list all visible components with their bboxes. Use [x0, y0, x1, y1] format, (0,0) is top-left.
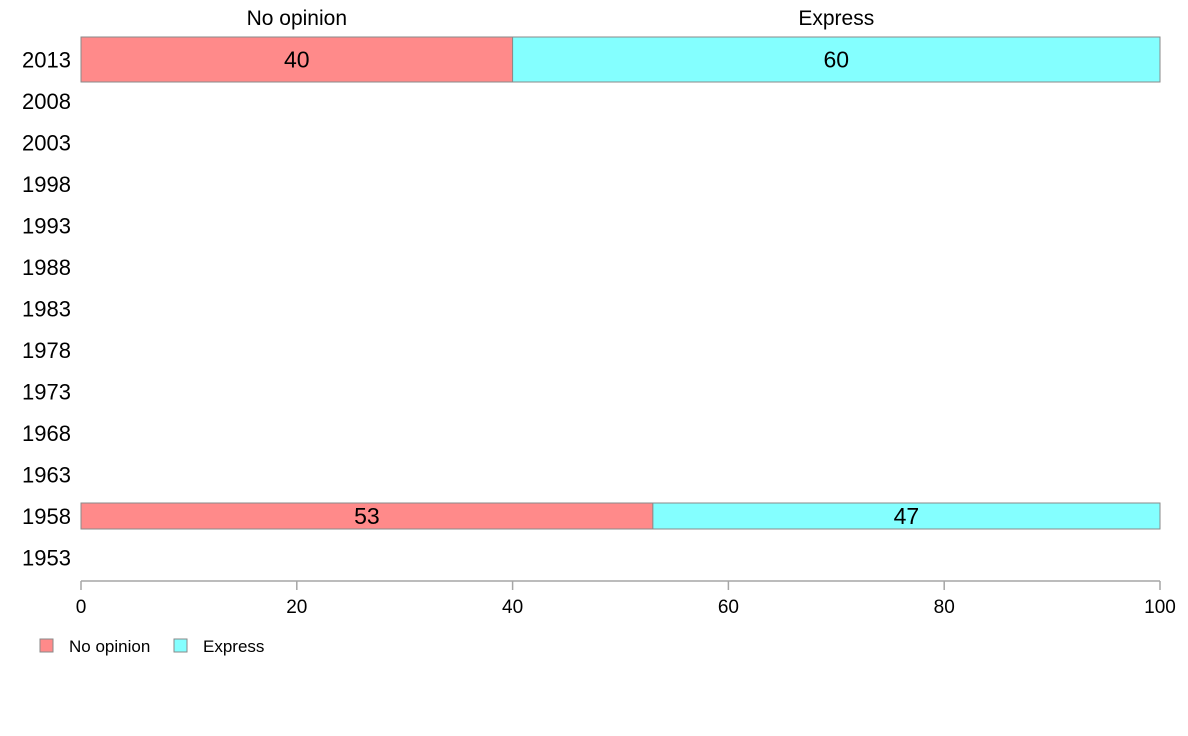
y-tick-label: 1953 [22, 546, 71, 571]
x-tick-label: 0 [76, 597, 87, 618]
bar-value-label: 40 [284, 47, 310, 73]
y-tick-label: 1983 [22, 297, 71, 322]
bar-segment [512, 36, 1161, 83]
legend-label: Express [203, 637, 264, 656]
x-tick-label: 80 [934, 597, 955, 618]
y-tick-label: 2008 [22, 89, 71, 114]
y-tick-label: 1998 [22, 172, 71, 197]
bar-value-label: 60 [824, 47, 850, 73]
y-tick-label: 1973 [22, 380, 71, 405]
bar-segment [652, 502, 1161, 530]
top-label-0: No opinion [247, 7, 347, 30]
legend-label: No opinion [69, 637, 150, 656]
x-tick-label: 40 [502, 597, 523, 618]
y-tick-label: 1968 [22, 421, 71, 446]
x-tick-label: 60 [718, 597, 739, 618]
y-tick-label: 2013 [22, 48, 71, 73]
legend-swatch [173, 638, 188, 653]
x-tick-label: 100 [1144, 597, 1176, 618]
y-tick-label: 1958 [22, 504, 71, 529]
y-tick-label: 2003 [22, 131, 71, 156]
bar-value-label: 53 [354, 503, 380, 529]
bar-segment [80, 36, 514, 83]
legend-swatch [39, 638, 54, 653]
bar-segment [80, 502, 654, 530]
x-tick-label: 20 [286, 597, 307, 618]
bar-value-label: 47 [894, 503, 920, 529]
y-tick-label: 1993 [22, 214, 71, 239]
y-tick-label: 1963 [22, 463, 71, 488]
top-label-1: Express [798, 7, 874, 30]
y-tick-label: 1988 [22, 255, 71, 280]
y-tick-label: 1978 [22, 338, 71, 363]
